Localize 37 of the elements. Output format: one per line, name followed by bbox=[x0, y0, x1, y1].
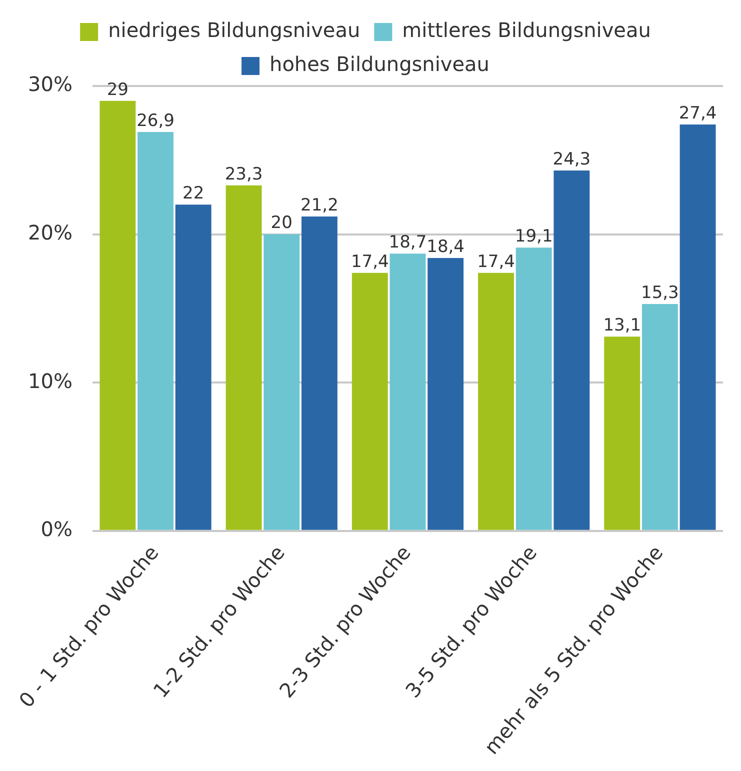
legend-label: niedriges Bildungsniveau bbox=[108, 18, 360, 42]
y-tick-label: 30% bbox=[28, 72, 72, 96]
data-label: 17,4 bbox=[477, 252, 515, 272]
data-label: 19,1 bbox=[514, 226, 553, 247]
y-tick-label: 20% bbox=[28, 220, 72, 245]
data-label: 15,3 bbox=[641, 282, 679, 303]
data-label: 29 bbox=[106, 80, 128, 100]
bar bbox=[390, 254, 426, 530]
bar bbox=[226, 185, 262, 530]
bar bbox=[352, 272, 388, 530]
data-label: 24,3 bbox=[552, 149, 591, 170]
bar bbox=[680, 124, 716, 530]
data-label: 13,1 bbox=[603, 316, 642, 336]
bar bbox=[478, 272, 514, 530]
bar bbox=[264, 234, 300, 530]
bar bbox=[301, 216, 338, 530]
y-tick-label: 10% bbox=[28, 368, 72, 393]
data-label: 20 bbox=[270, 213, 292, 234]
bar bbox=[604, 336, 640, 530]
bar bbox=[642, 304, 678, 530]
bar bbox=[428, 258, 464, 530]
data-label: 18,4 bbox=[426, 236, 464, 257]
legend-label: hohes Bildungsniveau bbox=[270, 52, 490, 76]
data-label: 22 bbox=[182, 184, 204, 204]
bar bbox=[100, 100, 136, 530]
y-tick-label: 0% bbox=[40, 517, 72, 542]
data-label: 23,3 bbox=[224, 164, 263, 184]
bar bbox=[138, 132, 174, 530]
bar bbox=[554, 170, 590, 530]
bar bbox=[516, 248, 552, 530]
data-label: 26,9 bbox=[136, 110, 174, 131]
legend-label: mittleres Bildungsniveau bbox=[402, 18, 651, 42]
bar bbox=[175, 204, 212, 530]
data-label: 21,2 bbox=[300, 195, 338, 216]
data-label: 17,4 bbox=[350, 252, 389, 272]
data-label: 18,7 bbox=[388, 232, 427, 253]
data-label: 27,4 bbox=[678, 103, 717, 124]
